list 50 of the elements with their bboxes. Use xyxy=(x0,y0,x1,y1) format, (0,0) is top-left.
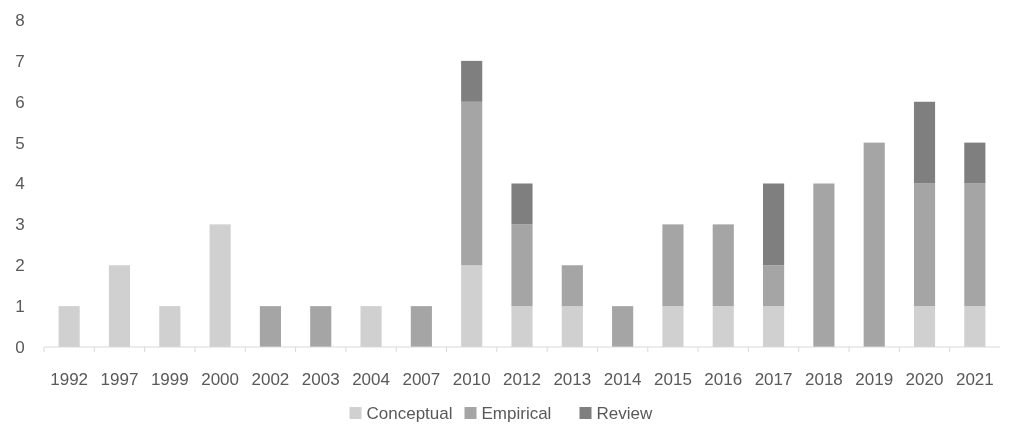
bar xyxy=(964,142,986,184)
y-tick-label: 8 xyxy=(15,10,25,30)
y-tick-label: 5 xyxy=(15,133,25,153)
legend-label: Empirical xyxy=(481,404,552,423)
x-tick-label: 2007 xyxy=(402,370,441,389)
x-tick-label: 2012 xyxy=(503,370,541,389)
legend-label: Review xyxy=(596,404,653,423)
x-tick-label: 2016 xyxy=(704,370,743,389)
bar xyxy=(763,183,785,266)
x-tick-label: 2021 xyxy=(955,370,994,389)
bar xyxy=(461,101,483,266)
x-tick-label: 1992 xyxy=(50,370,89,389)
bar xyxy=(662,224,684,307)
x-tick-label: 1997 xyxy=(100,370,139,389)
y-tick-label: 0 xyxy=(15,337,25,357)
bar xyxy=(259,306,281,347)
y-tick-label: 4 xyxy=(15,174,25,194)
bar xyxy=(511,183,533,225)
y-tick-label: 7 xyxy=(15,51,25,71)
x-tick-label: 2014 xyxy=(603,370,642,389)
x-tick-label: 2010 xyxy=(452,370,491,389)
y-tick-label: 6 xyxy=(15,92,25,112)
x-tick-label: 2019 xyxy=(855,370,894,389)
bar xyxy=(813,183,835,347)
legend-label: Conceptual xyxy=(366,404,453,423)
bar xyxy=(461,60,483,102)
y-tick-label: 3 xyxy=(15,215,25,235)
x-tick-label: 2000 xyxy=(201,370,240,389)
bar xyxy=(863,142,885,347)
bar xyxy=(561,265,583,307)
y-tick-label: 1 xyxy=(15,297,25,317)
bar xyxy=(310,306,332,347)
x-tick-label: 1999 xyxy=(150,370,189,389)
x-tick-label: 2004 xyxy=(352,370,390,389)
bar xyxy=(712,224,734,307)
x-tick-label: 2018 xyxy=(804,370,843,389)
x-tick-label: 2013 xyxy=(553,370,592,389)
bar xyxy=(913,101,936,184)
bar xyxy=(763,265,785,307)
x-tick-label: 2015 xyxy=(654,370,692,389)
x-tick-label: 2017 xyxy=(754,370,793,389)
y-tick-label: 2 xyxy=(15,256,25,276)
x-tick-label: 2002 xyxy=(251,370,290,389)
x-tick-label: 2020 xyxy=(905,370,944,389)
bar xyxy=(913,183,936,307)
bar xyxy=(612,306,634,347)
bar xyxy=(511,224,533,307)
bar xyxy=(964,183,986,307)
bar xyxy=(410,306,432,347)
x-tick-label: 2003 xyxy=(301,370,340,389)
